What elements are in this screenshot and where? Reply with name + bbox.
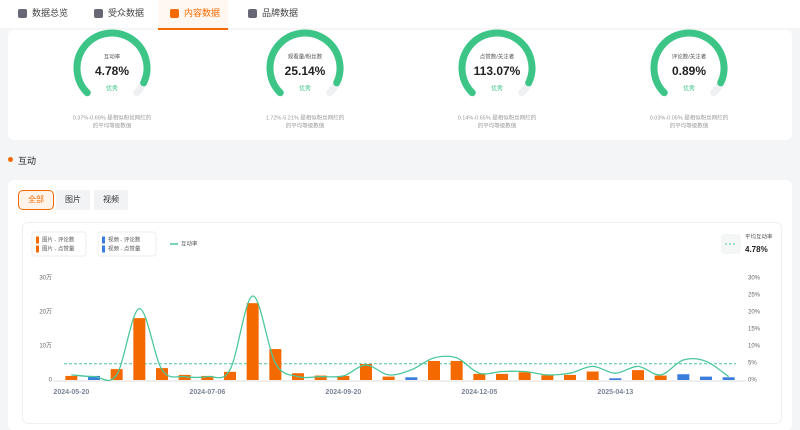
y2-tick-label: 0% xyxy=(748,378,757,384)
filter-button[interactable]: 视频 xyxy=(94,190,128,210)
tab-label[interactable]: 受众数据 xyxy=(108,8,145,18)
metric-note: 的平均等级数值 xyxy=(478,121,517,129)
y2-tick-label: 15% xyxy=(748,327,761,333)
metric-value: 113.07% xyxy=(474,64,521,78)
gauge-arc xyxy=(73,29,151,97)
y-tick-label: 0 xyxy=(49,378,53,384)
bar xyxy=(496,373,508,380)
legend-swatch xyxy=(36,236,39,244)
bar xyxy=(518,372,531,380)
bar xyxy=(224,371,236,380)
legend-swatch xyxy=(102,245,105,253)
y2-tick-label: 10% xyxy=(748,344,761,350)
y2-tick-label: 20% xyxy=(748,310,761,316)
tab-label[interactable]: 数据总览 xyxy=(32,8,69,18)
filter-button[interactable]: 图片 xyxy=(56,190,90,210)
legend-label: 视频 - 评论数 xyxy=(108,235,141,243)
metric-note: 的平均等级数值 xyxy=(670,121,709,129)
tab-label[interactable]: 内容数据 xyxy=(184,8,221,18)
bar xyxy=(314,375,327,380)
y-tick-label: 30万 xyxy=(39,275,52,282)
gauge-arc xyxy=(266,29,344,97)
y-tick-label: 20万 xyxy=(39,309,52,316)
tab[interactable]: 数据总览 xyxy=(18,0,68,28)
tab[interactable]: 品牌数据 xyxy=(248,0,298,28)
y2-tick-label: 25% xyxy=(748,293,761,299)
bar xyxy=(700,376,712,380)
bar xyxy=(133,318,146,380)
section-title-text: 互动 xyxy=(18,156,37,166)
metric-value: 0.89% xyxy=(672,64,706,78)
gauge-arc xyxy=(458,29,536,97)
average-label: 平均互动率 xyxy=(745,232,773,240)
filter-button[interactable]: 全部 xyxy=(18,190,54,210)
metric-label: 互动率 xyxy=(104,52,121,60)
bar xyxy=(541,375,554,380)
bar xyxy=(201,375,214,380)
tab[interactable]: 受众数据 xyxy=(94,0,144,28)
metric-value: 25.14% xyxy=(285,64,326,78)
legend-label: 互动率 xyxy=(181,239,198,247)
metric-label: 评论数/关注者 xyxy=(672,52,707,60)
legend-box xyxy=(31,231,87,257)
section-title: 互动 xyxy=(8,154,36,167)
bar xyxy=(382,376,395,380)
bar xyxy=(473,373,486,380)
bar xyxy=(88,375,100,380)
average-value: 4.78% xyxy=(745,245,768,254)
rate-line xyxy=(71,295,730,382)
bar xyxy=(360,364,372,380)
bar xyxy=(609,378,622,380)
gauge-arc xyxy=(650,29,728,97)
legend-label: 图片 - 评论数 xyxy=(42,235,75,243)
metric-label: 点赞数/关注者 xyxy=(480,52,515,60)
metric-rating: 优秀 xyxy=(683,85,695,93)
bar xyxy=(654,375,667,380)
bar xyxy=(156,368,168,380)
metric-rating: 优秀 xyxy=(299,85,311,93)
bar xyxy=(405,377,418,380)
metric-rating: 优秀 xyxy=(106,85,118,93)
bar xyxy=(246,303,259,380)
x-tick-label: 2024-09-20 xyxy=(325,389,361,396)
bar xyxy=(586,371,599,380)
chart-card xyxy=(8,180,792,430)
tab-bar: 数据总览 受众数据 内容数据 品牌数据 xyxy=(0,0,800,30)
metric-note: 1.72%-5.21% 是相似粉丝网红的 xyxy=(266,113,345,121)
metric-note: 0.37%-0.69% 是相似粉丝网红的 xyxy=(73,113,152,121)
legend-label: 视频 - 点赞量 xyxy=(108,244,141,252)
y2-tick-label: 30% xyxy=(748,276,761,282)
bar xyxy=(632,370,644,380)
tab-label[interactable]: 品牌数据 xyxy=(262,8,299,18)
metric-note: 的平均等级数值 xyxy=(93,121,132,129)
bar xyxy=(450,360,463,380)
bar xyxy=(564,374,576,380)
x-tick-label: 2024-05-20 xyxy=(53,389,89,396)
x-tick-label: 2024-12-05 xyxy=(461,389,497,396)
legend-label: 图片 - 点赞量 xyxy=(42,244,75,252)
bar xyxy=(337,375,350,380)
x-tick-label: 2024-07-06 xyxy=(189,389,225,396)
y2-tick-label: 5% xyxy=(748,361,757,367)
metric-value: 4.78% xyxy=(95,64,129,78)
metric-label: 观看量/粉丝数 xyxy=(288,52,323,60)
tab[interactable]: 内容数据 xyxy=(158,0,229,30)
metric-note: 的平均等级数值 xyxy=(286,121,325,129)
metric-rating: 优秀 xyxy=(491,85,503,93)
y-tick-label: 10万 xyxy=(39,343,52,350)
metric-note: 0.03%-0.05% 是相似粉丝网红的 xyxy=(650,113,729,121)
legend-swatch xyxy=(36,245,39,253)
bar xyxy=(722,377,735,380)
bar xyxy=(677,374,690,380)
legend-swatch xyxy=(102,236,105,244)
bar xyxy=(65,375,78,380)
x-tick-label: 2025-04-13 xyxy=(597,389,633,396)
bar xyxy=(178,374,191,380)
legend-box xyxy=(97,231,157,257)
metric-note: 0.14%-0.65% 是相似粉丝网红的 xyxy=(458,113,537,121)
bar xyxy=(428,360,440,380)
